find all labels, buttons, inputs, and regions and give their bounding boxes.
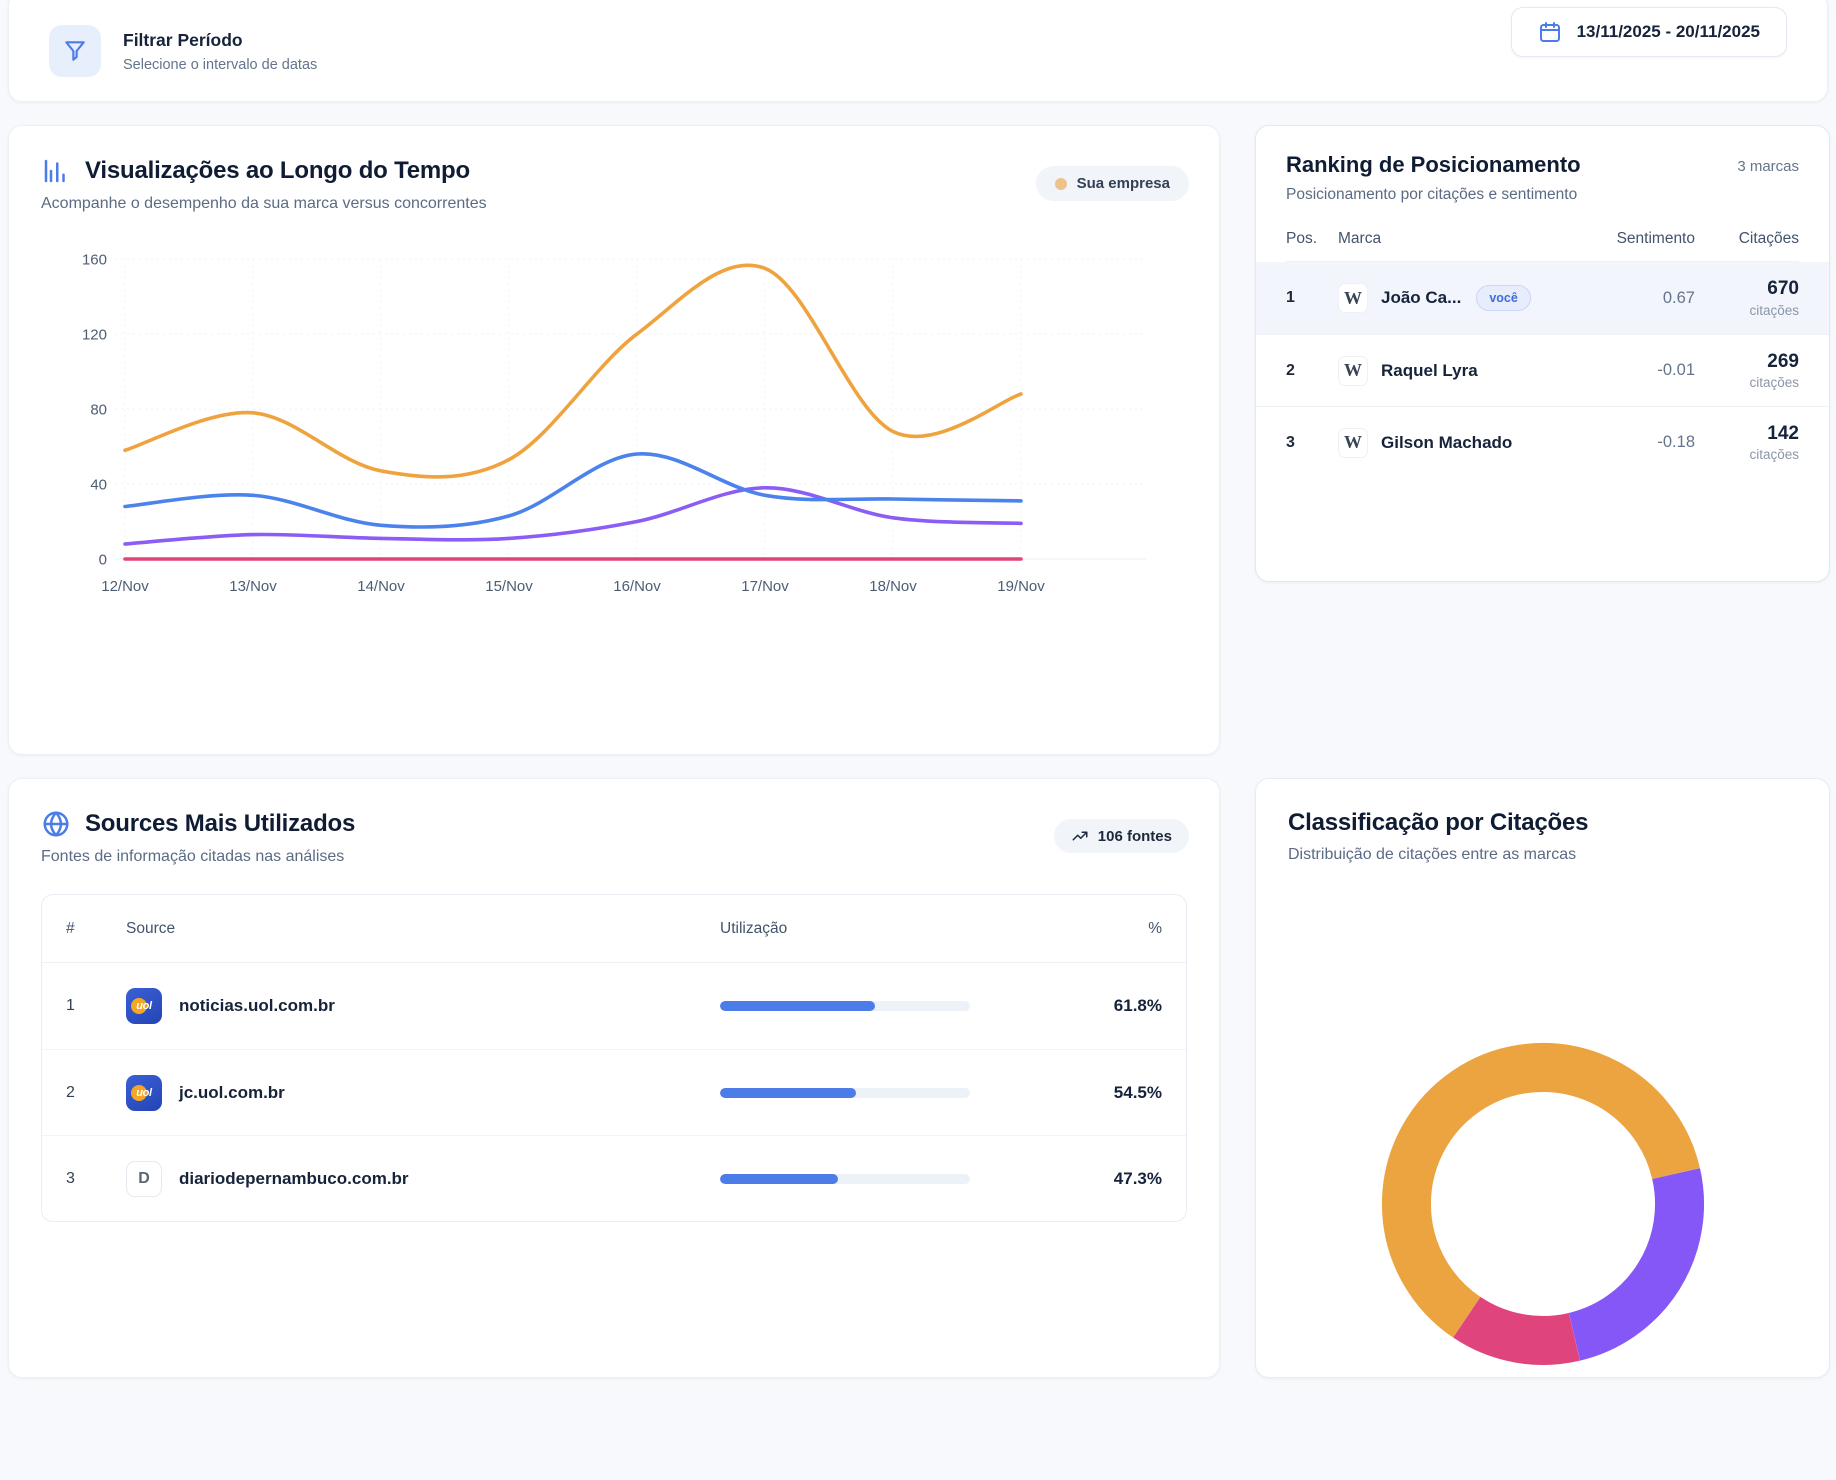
source-row-1[interactable]: 1 uol noticias.uol.com.br 61.8%: [42, 963, 1186, 1049]
uol-favicon: uol: [126, 988, 162, 1024]
wikipedia-icon: W: [1338, 356, 1368, 386]
filter-title: Filtrar Período: [123, 30, 317, 51]
source-rank: 2: [66, 1084, 126, 1102]
views-over-time-card: Visualizações ao Longo do Tempo Acompanh…: [8, 125, 1220, 755]
sources-count-label: 106 fontes: [1098, 828, 1172, 845]
calendar-icon: [1538, 20, 1562, 44]
usage-bar: [720, 1001, 970, 1011]
col-rank: #: [66, 920, 126, 938]
svg-text:40: 40: [90, 477, 107, 494]
sentiment-value: -0.18: [1577, 433, 1695, 452]
classification-title: Classificação por Citações: [1288, 809, 1797, 837]
rank-pos: 2: [1286, 362, 1338, 380]
source-domain: jc.uol.com.br: [179, 1083, 285, 1103]
svg-text:12/Nov: 12/Nov: [101, 578, 149, 595]
sources-subtitle: Fontes de informação citadas nas análise…: [41, 848, 1187, 866]
date-range-picker[interactable]: 13/11/2025 - 20/11/2025: [1511, 7, 1787, 57]
sources-title: Sources Mais Utilizados: [85, 810, 355, 838]
ranking-brand-count: 3 marcas: [1737, 158, 1799, 175]
col-source: Source: [126, 920, 720, 938]
brand-name: João Ca...: [1381, 288, 1461, 308]
globe-icon: [41, 809, 71, 839]
letter-favicon: D: [126, 1161, 162, 1197]
sources-count-badge: 106 fontes: [1054, 819, 1189, 853]
source-rank: 1: [66, 997, 126, 1015]
you-badge: você: [1476, 285, 1531, 311]
svg-text:19/Nov: 19/Nov: [997, 578, 1045, 595]
sources-table-header: # Source Utilização %: [42, 895, 1186, 963]
col-citations: Citações: [1695, 230, 1799, 248]
source-percent: 54.5%: [1050, 1083, 1162, 1103]
col-pos: Pos.: [1286, 230, 1338, 248]
views-card-title: Visualizações ao Longo do Tempo: [85, 157, 470, 185]
sources-table: # Source Utilização % 1 uol noticias.uol…: [41, 894, 1187, 1222]
ranking-table-header: Pos. Marca Sentimento Citações: [1286, 230, 1799, 262]
legend-sua-empresa: Sua empresa: [1036, 166, 1189, 201]
source-row-3[interactable]: 3 D diariodepernambuco.com.br 47.3%: [42, 1135, 1186, 1221]
svg-text:16/Nov: 16/Nov: [613, 578, 661, 595]
citations-value: 269: [1695, 351, 1799, 374]
svg-text:120: 120: [82, 327, 107, 344]
filter-period-bar: Filtrar Período Selecione o intervalo de…: [8, 0, 1828, 102]
citations-unit: citações: [1695, 303, 1799, 318]
legend-dot-orange: [1055, 178, 1067, 190]
svg-text:18/Nov: 18/Nov: [869, 578, 917, 595]
brand-name: Gilson Machado: [1381, 433, 1512, 453]
rank-pos: 1: [1286, 289, 1338, 307]
trending-up-icon: [1071, 827, 1089, 845]
ranking-row-1[interactable]: 1 W João Ca... você 0.67 670 citações: [1256, 262, 1829, 334]
usage-bar: [720, 1174, 970, 1184]
source-domain: diariodepernambuco.com.br: [179, 1169, 409, 1189]
citations-value: 670: [1695, 278, 1799, 301]
svg-text:17/Nov: 17/Nov: [741, 578, 789, 595]
ranking-row-3[interactable]: 3 W Gilson Machado -0.18 142 citações: [1256, 406, 1829, 478]
brand-name: Raquel Lyra: [1381, 361, 1478, 381]
col-usage: Utilização: [720, 920, 1050, 938]
source-rank: 3: [66, 1170, 126, 1188]
ranking-row-2[interactable]: 2 W Raquel Lyra -0.01 269 citações: [1256, 334, 1829, 406]
rank-pos: 3: [1286, 434, 1338, 452]
views-line-chart: 0 40 80 120 160 12/Nov 13/Nov 14/Nov 15/Nov 16/No…: [41, 229, 1189, 699]
col-sentiment: Sentimento: [1577, 230, 1695, 248]
wikipedia-icon: W: [1338, 283, 1368, 313]
ranking-card: Ranking de Posicionamento 3 marcas Posic…: [1255, 125, 1830, 582]
bar-chart-icon: [41, 156, 71, 186]
legend-label: Sua empresa: [1077, 175, 1170, 192]
svg-text:14/Nov: 14/Nov: [357, 578, 405, 595]
citations-unit: citações: [1695, 375, 1799, 390]
col-percent: %: [1050, 920, 1162, 938]
citations-donut-chart: [1288, 890, 1799, 1450]
svg-text:13/Nov: 13/Nov: [229, 578, 277, 595]
svg-text:15/Nov: 15/Nov: [485, 578, 533, 595]
views-card-subtitle: Acompanhe o desempenho da sua marca vers…: [41, 195, 1187, 213]
classification-subtitle: Distribuição de citações entre as marcas: [1288, 846, 1797, 864]
svg-text:0: 0: [99, 552, 107, 569]
ranking-title: Ranking de Posicionamento: [1286, 152, 1581, 178]
source-percent: 47.3%: [1050, 1169, 1162, 1189]
uol-favicon: uol: [126, 1075, 162, 1111]
date-range-value: 13/11/2025 - 20/11/2025: [1577, 22, 1760, 42]
sources-card: Sources Mais Utilizados Fontes de inform…: [8, 778, 1220, 1378]
sentiment-value: -0.01: [1577, 361, 1695, 380]
svg-text:160: 160: [82, 252, 107, 269]
source-percent: 61.8%: [1050, 996, 1162, 1016]
col-brand: Marca: [1338, 230, 1577, 248]
citations-unit: citações: [1695, 447, 1799, 462]
source-domain: noticias.uol.com.br: [179, 996, 335, 1016]
classification-card: Classificação por Citações Distribuição …: [1255, 778, 1830, 1378]
svg-text:80: 80: [90, 402, 107, 419]
funnel-icon: [49, 25, 101, 77]
usage-bar: [720, 1088, 970, 1098]
source-row-2[interactable]: 2 uol jc.uol.com.br 54.5%: [42, 1049, 1186, 1135]
ranking-subtitle: Posicionamento por citações e sentimento: [1286, 186, 1799, 204]
sentiment-value: 0.67: [1577, 289, 1695, 308]
citations-value: 142: [1695, 423, 1799, 446]
filter-subtitle: Selecione o intervalo de datas: [123, 57, 317, 73]
wikipedia-icon: W: [1338, 428, 1368, 458]
